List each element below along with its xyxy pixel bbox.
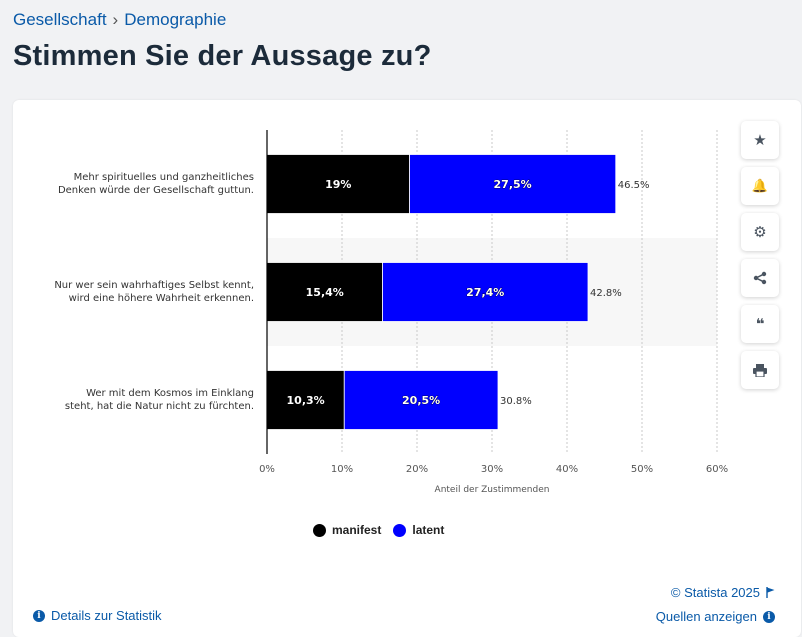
legend-item-latent[interactable]: latent [393,523,444,537]
star-icon: ★ [753,132,767,149]
details-label: Details zur Statistik [51,608,162,623]
category-label: wird eine höhere Wahrheit erkennen. [69,293,254,304]
chart-legend: manifest latent [313,523,444,537]
notification-button[interactable]: 🔔 [741,167,779,205]
bar-value-label: 27,4% [466,286,504,299]
flag-icon [766,587,775,598]
breadcrumb-separator: › [112,10,119,29]
bell-icon: 🔔 [751,178,769,193]
share-button[interactable] [741,259,779,297]
bar-latent [409,154,617,214]
legend-marker-latent [393,523,407,537]
category-label: Denken würde der Gesellschaft guttun. [58,185,254,196]
legend-label-latent: latent [412,523,445,537]
breadcrumb: Gesellschaft › Demographie [13,10,226,30]
print-button[interactable] [741,351,779,389]
info-icon: i [763,610,775,623]
x-tick-label: 0% [259,464,275,475]
category-label: Wer mit dem Kosmos im Einklang [86,388,254,399]
x-tick-label: 50% [631,464,653,475]
bar-manifest [266,370,345,430]
category-label: steht, hat die Natur nicht zu fürchten. [65,401,254,412]
quote-icon: ❝ [755,316,765,333]
favorite-button[interactable]: ★ [741,121,779,159]
info-icon: i [33,609,45,622]
sources-link[interactable]: Quellen anzeigen i [656,609,775,624]
bar-value-label: 10,3% [287,394,325,407]
details-link[interactable]: i Details zur Statistik [33,608,162,623]
x-tick-label: 40% [556,464,578,475]
page-title: Stimmen Sie der Aussage zu? [13,40,432,72]
bar-total-label: 46.5% [618,180,650,191]
chart-card: 0% 10% 20% 30% 40% 50% 60% 19% 27,5% 46.5% Mehr sp… [13,100,801,637]
breadcrumb-item-demographie[interactable]: Demographie [124,10,227,29]
bar-total-label: 30.8% [500,396,532,407]
x-tick-label: 20% [406,464,428,475]
copyright-text: © Statista 2025 [670,585,760,600]
bar-value-label: 20,5% [402,394,440,407]
bar-latent [382,262,589,322]
category-label: Mehr spirituelles und ganzheitliches [74,172,254,183]
chart-toolbar: ★ 🔔 ⚙ ❝ [741,121,781,397]
legend-label-manifest: manifest [332,523,382,537]
x-tick-label: 10% [331,464,353,475]
share-icon [753,271,767,285]
statista-copyright[interactable]: © Statista 2025 [671,585,775,600]
printer-icon [753,363,767,377]
bar-value-label: 15,4% [306,286,344,299]
cite-button[interactable]: ❝ [741,305,779,343]
x-tick-label: 60% [706,464,728,475]
bar-total-label: 42.8% [590,288,622,299]
breadcrumb-item-gesellschaft[interactable]: Gesellschaft [13,10,107,29]
sources-label: Quellen anzeigen [655,609,757,624]
x-axis-title: Anteil der Zustimmenden [435,485,550,495]
legend-marker-manifest [313,523,326,537]
settings-button[interactable]: ⚙ [741,213,779,251]
bar-chart: 0% 10% 20% 30% 40% 50% 60% 19% 27,5% 46.5% Mehr sp… [54,130,728,495]
bar-latent [343,370,499,430]
bar-value-label: 19% [325,178,351,191]
legend-item-manifest[interactable]: manifest [313,523,381,537]
bar-manifest [266,262,383,322]
bar-value-label: 27,5% [494,178,532,191]
gear-icon: ⚙ [753,224,767,241]
category-label: Nur wer sein wahrhaftiges Selbst kennt, [54,280,254,291]
x-tick-label: 30% [481,464,503,475]
